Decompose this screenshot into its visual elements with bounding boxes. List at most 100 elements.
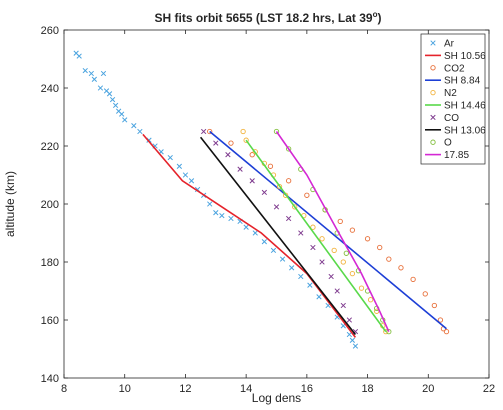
y-tick-label: 260 bbox=[41, 25, 59, 37]
data-point bbox=[270, 247, 277, 254]
x-tick-label: 12 bbox=[179, 383, 191, 395]
legend-entry: SH 10.56 bbox=[425, 51, 486, 62]
data-point bbox=[97, 85, 104, 91]
data-point bbox=[228, 215, 234, 222]
series-line bbox=[199, 136, 357, 335]
legend-label: SH 10.56 bbox=[444, 51, 486, 62]
data-point bbox=[261, 239, 268, 245]
series-6 bbox=[200, 128, 359, 335]
data-point bbox=[298, 273, 304, 280]
data-point bbox=[346, 317, 353, 323]
data-point bbox=[349, 337, 356, 343]
data-point bbox=[298, 230, 304, 236]
chart-title: SH fits orbit 5655 (LST 18.2 hrs, Lat 39… bbox=[155, 10, 382, 25]
data-point bbox=[225, 152, 231, 158]
series-9 bbox=[275, 131, 390, 332]
data-point bbox=[285, 146, 292, 152]
data-point bbox=[307, 282, 313, 288]
data-point bbox=[398, 265, 404, 271]
data-point bbox=[131, 123, 137, 129]
data-point bbox=[340, 259, 346, 265]
y-axis: 140 160 180 200 220 240 260 bbox=[41, 25, 489, 385]
legend-entry: O bbox=[430, 138, 452, 149]
series-7 bbox=[199, 136, 357, 335]
data-point bbox=[261, 189, 268, 196]
data-point bbox=[112, 102, 119, 109]
data-point bbox=[88, 70, 94, 77]
data-point bbox=[285, 178, 292, 184]
data-point bbox=[167, 154, 173, 161]
data-point bbox=[340, 302, 346, 309]
legend-label: 17.85 bbox=[444, 150, 469, 161]
legend-swatch bbox=[430, 65, 436, 71]
data-point bbox=[188, 178, 195, 184]
legend-label: SH 8.84 bbox=[444, 76, 481, 87]
data-point bbox=[237, 166, 243, 172]
y-tick-label: 220 bbox=[41, 141, 59, 153]
y-tick-label: 240 bbox=[41, 83, 59, 95]
legend-label: SH 13.06 bbox=[444, 125, 486, 136]
data-point bbox=[334, 288, 340, 294]
data-point bbox=[289, 265, 295, 271]
legend-label: O bbox=[444, 138, 452, 149]
x-tick-label: 8 bbox=[61, 383, 67, 395]
data-point bbox=[349, 270, 356, 277]
data-point bbox=[349, 227, 356, 233]
data-point bbox=[122, 117, 128, 123]
y-tick-label: 200 bbox=[41, 199, 59, 211]
data-point bbox=[352, 343, 359, 349]
data-point bbox=[346, 331, 353, 338]
series-line bbox=[209, 130, 448, 330]
data-point bbox=[431, 302, 438, 309]
data-point bbox=[176, 163, 183, 169]
y-axis-label: altitude (km) bbox=[3, 171, 17, 237]
data-point bbox=[243, 137, 249, 143]
data-point bbox=[328, 273, 334, 280]
series-5 bbox=[245, 139, 387, 333]
data-point bbox=[410, 276, 416, 283]
y-tick-label: 180 bbox=[41, 257, 59, 269]
data-point bbox=[367, 297, 374, 303]
data-point bbox=[319, 236, 325, 242]
x-tick-label: 18 bbox=[361, 383, 373, 395]
legend-entry: SH 13.06 bbox=[425, 125, 486, 136]
data-point bbox=[243, 224, 249, 230]
legend-entry: CO2 bbox=[430, 63, 465, 74]
legend-label: N2 bbox=[444, 88, 457, 99]
x-tick-label: 16 bbox=[301, 383, 313, 395]
data-point bbox=[358, 285, 365, 291]
legend-label: CO2 bbox=[444, 63, 465, 74]
data-point bbox=[106, 91, 113, 97]
data-point bbox=[377, 244, 383, 251]
data-point bbox=[331, 247, 337, 254]
legend-entry: SH 8.84 bbox=[425, 76, 481, 87]
legend-entry: CO bbox=[430, 113, 459, 124]
data-point bbox=[386, 256, 392, 262]
data-point bbox=[316, 294, 322, 300]
data-point bbox=[249, 152, 255, 158]
data-point bbox=[285, 215, 292, 222]
series-line bbox=[275, 131, 390, 332]
series-layer bbox=[73, 50, 450, 349]
data-point bbox=[276, 183, 283, 190]
legend-swatch bbox=[430, 40, 436, 46]
y-tick-label: 140 bbox=[41, 373, 59, 385]
legend-entry: N2 bbox=[430, 88, 457, 99]
data-point bbox=[310, 224, 316, 230]
data-point bbox=[304, 192, 310, 198]
data-point bbox=[386, 328, 392, 335]
data-point bbox=[337, 218, 343, 225]
data-point bbox=[207, 201, 213, 207]
legend-entry: SH 14.46 bbox=[425, 101, 486, 112]
data-point bbox=[273, 128, 280, 135]
series-line bbox=[245, 139, 387, 333]
data-point bbox=[267, 163, 274, 169]
y-tick-label: 160 bbox=[41, 315, 59, 327]
data-point bbox=[310, 244, 316, 251]
series-3 bbox=[209, 130, 448, 330]
legend-entry: 17.85 bbox=[425, 150, 469, 161]
legend-swatch bbox=[430, 114, 436, 121]
data-point bbox=[213, 140, 219, 146]
